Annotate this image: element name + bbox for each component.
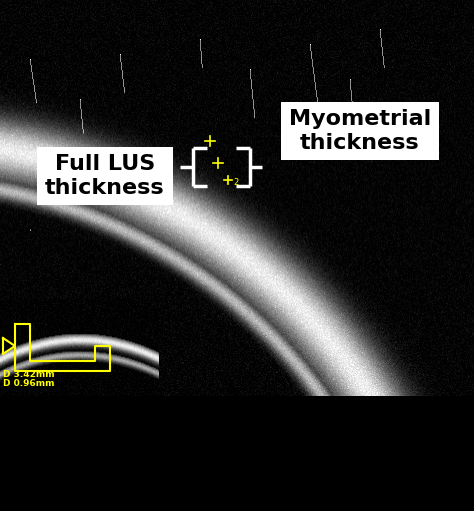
Text: 2: 2 — [233, 177, 238, 187]
Text: D 0.96mm: D 0.96mm — [3, 379, 55, 387]
Text: Full LUS
thickness: Full LUS thickness — [45, 154, 165, 198]
Text: D 3.42mm: D 3.42mm — [3, 369, 55, 379]
Text: The full LUS thickness includes the hyperechogenic and hypoechogenic tissue betw: The full LUS thickness includes the hype… — [5, 399, 474, 409]
Text: Myometrial
thickness: Myometrial thickness — [289, 109, 431, 153]
